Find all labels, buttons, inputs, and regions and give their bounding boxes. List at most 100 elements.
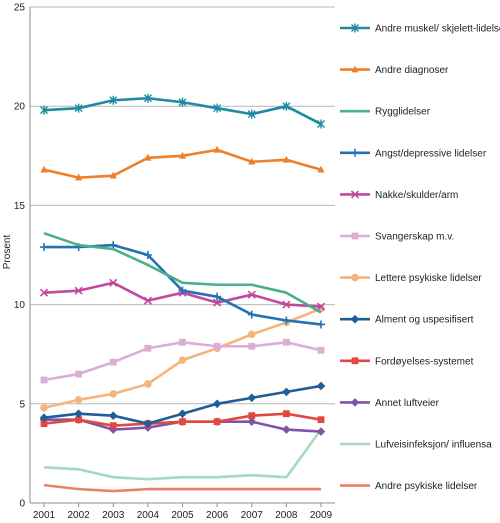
data-point <box>75 416 83 424</box>
legend-label: Andre psykiske lidelser <box>375 481 478 492</box>
data-point <box>144 153 152 161</box>
data-point <box>109 171 117 179</box>
data-point <box>212 399 222 409</box>
x-tick-label: 2008 <box>275 510 298 521</box>
data-point <box>144 344 152 352</box>
data-point <box>40 420 48 428</box>
y-tick-label: 5 <box>19 399 25 410</box>
data-point <box>109 278 118 287</box>
x-tick-label: 2004 <box>137 510 160 521</box>
legend-item: Angst/depressive lidelser <box>340 148 487 159</box>
data-point <box>39 413 49 422</box>
series-12 <box>43 483 321 493</box>
legend-item: Lufveisinfeksjon/ influensa <box>340 440 492 451</box>
data-point <box>282 410 290 418</box>
data-point <box>282 300 291 309</box>
series-line <box>43 428 323 481</box>
legend-marker <box>350 190 360 199</box>
data-point <box>74 103 83 113</box>
data-point <box>75 173 83 181</box>
data-point <box>178 97 187 107</box>
data-point <box>282 425 291 434</box>
data-point <box>282 338 290 346</box>
data-point <box>247 310 256 319</box>
data-point <box>213 145 221 153</box>
x-tick-labels: 2001 2002 2003 2004 2005 2006 2007 2008 2009 <box>33 503 333 521</box>
x-tick-label: 2002 <box>68 510 91 521</box>
y-tick-label: 25 <box>14 3 26 14</box>
x-tick-label: 2009 <box>310 510 333 521</box>
legend-marker <box>351 273 359 282</box>
legend-label: Fordøyelses-systemet <box>375 356 474 367</box>
x-tick-label: 2005 <box>171 510 194 521</box>
series-6 <box>40 338 325 384</box>
y-tick-label: 0 <box>19 499 25 510</box>
data-point <box>282 316 291 325</box>
legend-label: Alment og uspesifisert <box>375 315 474 326</box>
series-line <box>44 243 322 326</box>
legend-label: Lettere psykiske lidelser <box>375 273 482 284</box>
legend-marker <box>351 65 359 73</box>
series-line <box>43 231 322 314</box>
data-point <box>109 95 118 105</box>
y-axis-label: Prosent <box>2 235 13 270</box>
legend-label: Lufveisinfeksjon/ influensa <box>375 440 492 451</box>
legend-marker <box>350 314 360 324</box>
data-point <box>143 296 152 305</box>
legend-label: Angst/depressive lidelser <box>375 148 487 159</box>
data-point <box>74 396 83 404</box>
data-point <box>40 403 48 412</box>
data-point <box>143 93 152 103</box>
legend-label: Rygglidelser <box>375 107 431 118</box>
legend-item: Andre diagnoser <box>340 65 449 76</box>
data-point <box>178 356 187 364</box>
series-8 <box>39 381 326 428</box>
data-point <box>109 390 118 398</box>
legend: Andre muskel/ skjelett-lidelser Andre dia… <box>340 23 500 492</box>
data-point <box>108 425 118 434</box>
data-point <box>39 288 49 297</box>
data-point <box>317 320 325 329</box>
data-point <box>247 290 256 299</box>
x-tick-label: 2001 <box>33 510 56 521</box>
data-point <box>109 422 117 430</box>
data-point <box>317 416 325 424</box>
data-point <box>74 286 83 295</box>
data-point <box>317 346 325 354</box>
data-point <box>144 380 152 388</box>
data-point <box>316 302 326 311</box>
data-point <box>213 418 221 426</box>
x-tick-label: 2006 <box>206 510 229 521</box>
data-point <box>179 338 186 346</box>
data-point <box>178 286 187 295</box>
data-point <box>317 119 325 129</box>
legend-label: Annet luftveier <box>375 398 440 409</box>
series-7 <box>40 304 325 412</box>
series-2 <box>40 145 325 181</box>
data-point <box>109 358 117 366</box>
legend-label: Nakke/skulder/arm <box>375 190 458 201</box>
legend-item: Svangerskap m.v. <box>340 232 454 243</box>
legend-marker <box>350 398 360 407</box>
data-point <box>282 101 291 111</box>
data-point <box>178 151 187 159</box>
series-line <box>43 483 321 493</box>
series-1 <box>40 93 325 129</box>
data-point <box>248 412 256 420</box>
series-layer <box>39 93 326 493</box>
legend-item: Nakke/skulder/arm <box>340 190 458 201</box>
data-point <box>247 330 256 339</box>
data-point <box>247 417 257 426</box>
legend-label: Andre diagnoser <box>375 65 449 76</box>
data-point <box>282 387 291 397</box>
data-point <box>40 105 48 115</box>
data-point <box>316 427 326 436</box>
legend-label: Andre muskel/ skjelett-lidelser <box>375 24 500 35</box>
data-point <box>213 342 221 350</box>
data-point <box>40 376 48 384</box>
data-point <box>108 411 118 421</box>
series-11 <box>43 428 323 481</box>
data-point <box>213 298 222 307</box>
data-point <box>248 157 256 165</box>
